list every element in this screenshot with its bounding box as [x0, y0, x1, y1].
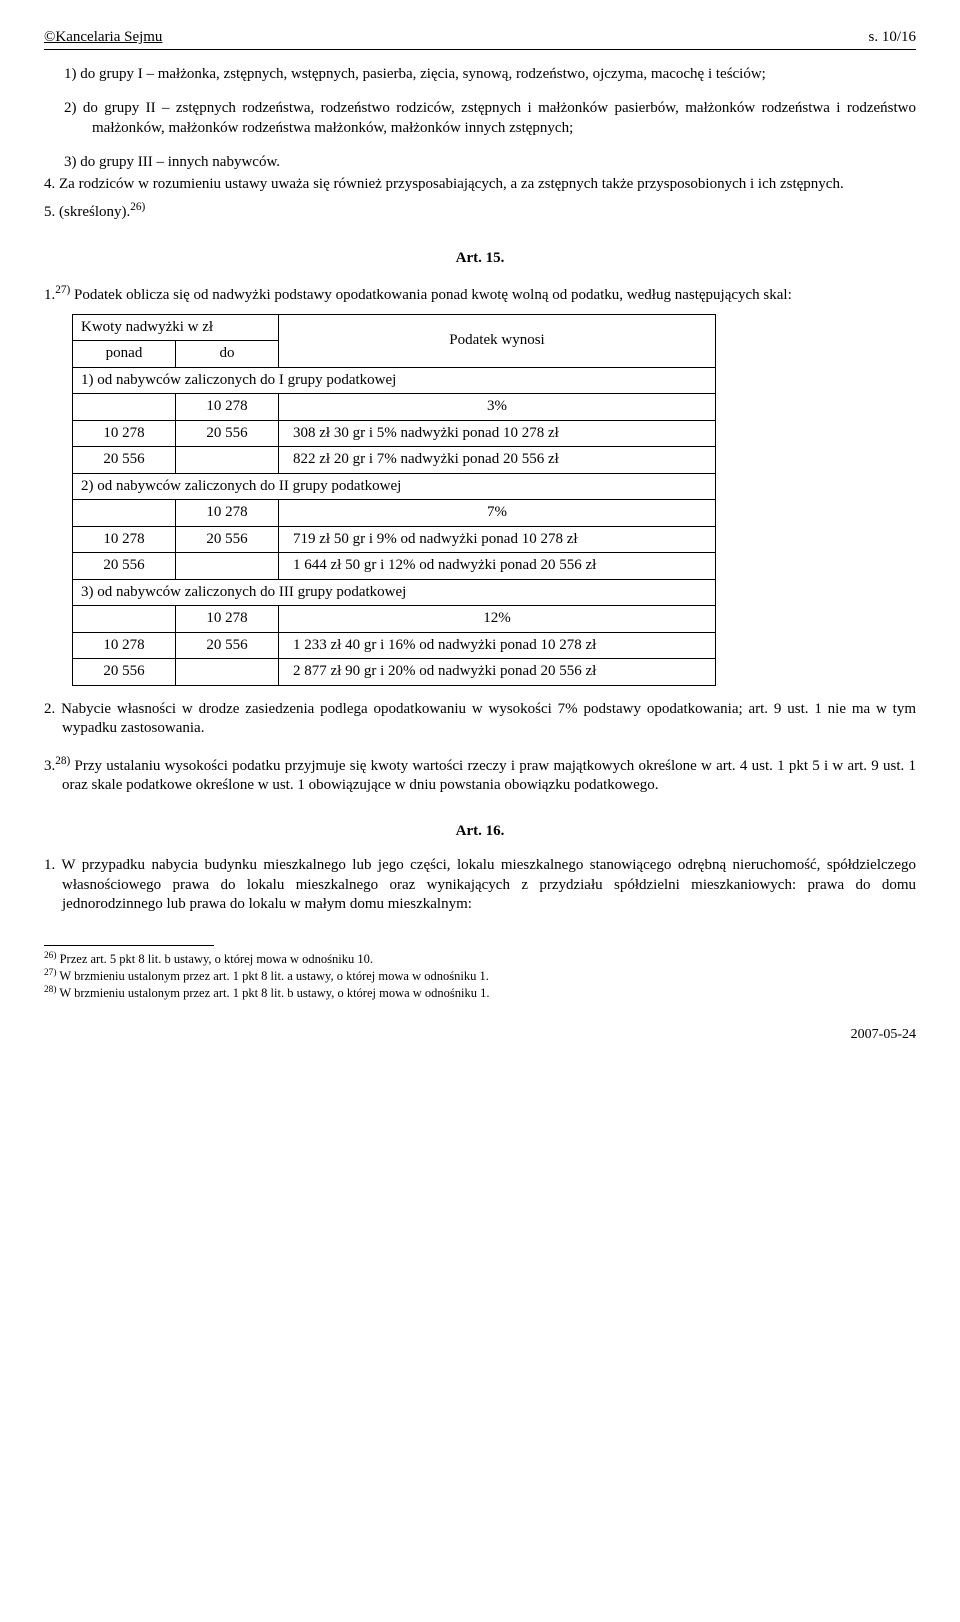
cell [176, 659, 279, 686]
paragraph-n2: 2. Nabycie własności w drodze zasiedzeni… [44, 700, 916, 739]
fn26-text: Przez art. 5 pkt 8 lit. b ustawy, o któr… [56, 952, 373, 966]
footnote-27: 27) W brzmieniu ustalonym przez art. 1 p… [44, 967, 916, 984]
list-item-2: 2) do grupy II – zstępnych rodzeństwa, r… [44, 99, 916, 138]
cell: 10 278 [73, 526, 176, 553]
p3-text: Przy ustalaniu wysokości podatku przyjmu… [62, 758, 916, 794]
table-row: 20 556 822 zł 20 gr i 7% nadwyżki ponad … [73, 447, 716, 474]
cell: 10 278 [176, 394, 279, 421]
table-row: 10 278 12% [73, 606, 716, 633]
table-category-3: 3) od nabywców zaliczonych do III grupy … [73, 579, 716, 606]
header-left: ©Kancelaria Sejmu [44, 28, 162, 48]
th-podatek: Podatek wynosi [279, 314, 716, 367]
footer-date: 2007-05-24 [44, 1026, 916, 1044]
article-15-intro: 1.27) Podatek oblicza się od nadwyżki po… [44, 283, 916, 306]
cell: 2 877 zł 90 gr i 20% od nadwyżki ponad 2… [279, 659, 716, 686]
table-row: 10 278 20 556 1 233 zł 40 gr i 16% od na… [73, 632, 716, 659]
table-row: 10 278 3% [73, 394, 716, 421]
article-16-title: Art. 16. [44, 822, 916, 842]
fn28-text: W brzmieniu ustalonym przez art. 1 pkt 8… [56, 986, 489, 1000]
cell: 10 278 [73, 632, 176, 659]
cell [73, 500, 176, 527]
cell: 719 zł 50 gr i 9% od nadwyżki ponad 10 2… [279, 526, 716, 553]
footnote-ref-27: 27) [55, 284, 70, 296]
list-item-1: 1) do grupy I – małżonka, zstępnych, wst… [44, 65, 916, 85]
table-row: 10 278 20 556 719 zł 50 gr i 9% od nadwy… [73, 526, 716, 553]
th-kwoty: Kwoty nadwyżki w zł [73, 314, 279, 341]
list-item-3: 3) do grupy III – innych nabywców. [44, 153, 916, 173]
fn26-sup: 26) [44, 951, 56, 961]
table-row: 20 556 1 644 zł 50 gr i 12% od nadwyżki … [73, 553, 716, 580]
cat3-label: 3) od nabywców zaliczonych do III grupy … [73, 579, 716, 606]
header-right: s. 10/16 [868, 28, 916, 48]
cat1-label: 1) od nabywców zaliczonych do I grupy po… [73, 367, 716, 394]
th-ponad: ponad [73, 341, 176, 368]
cell: 308 zł 30 gr i 5% nadwyżki ponad 10 278 … [279, 420, 716, 447]
table-category-2: 2) od nabywców zaliczonych do II grupy p… [73, 473, 716, 500]
footnote-28: 28) W brzmieniu ustalonym przez art. 1 p… [44, 984, 916, 1001]
table-header-row: Kwoty nadwyżki w zł Podatek wynosi [73, 314, 716, 341]
cat2-label: 2) od nabywców zaliczonych do II grupy p… [73, 473, 716, 500]
cell: 10 278 [73, 420, 176, 447]
cell: 3% [279, 394, 716, 421]
cell [73, 606, 176, 633]
table-row: 20 556 2 877 zł 90 gr i 20% od nadwyżki … [73, 659, 716, 686]
table-category-1: 1) od nabywców zaliczonych do I grupy po… [73, 367, 716, 394]
paragraph-5-text: 5. (skreślony). [44, 204, 130, 220]
cell: 1 644 zł 50 gr i 12% od nadwyżki ponad 2… [279, 553, 716, 580]
paragraph-5: 5. (skreślony).26) [44, 200, 916, 223]
footnote-ref-28: 28) [55, 755, 70, 767]
th-do: do [176, 341, 279, 368]
paragraph-n3: 3.28) Przy ustalaniu wysokości podatku p… [44, 754, 916, 796]
article-15-title: Art. 15. [44, 249, 916, 269]
cell: 12% [279, 606, 716, 633]
footnote-ref-26: 26) [130, 201, 145, 213]
cell [73, 394, 176, 421]
cell [176, 447, 279, 474]
art15-intro-text: Podatek oblicza się od nadwyżki podstawy… [70, 287, 792, 303]
cell: 7% [279, 500, 716, 527]
fn27-sup: 27) [44, 968, 56, 978]
cell: 10 278 [176, 606, 279, 633]
article-16-p1: 1. W przypadku nabycia budynku mieszkaln… [44, 856, 916, 915]
fn27-text: W brzmieniu ustalonym przez art. 1 pkt 8… [56, 969, 488, 983]
cell: 10 278 [176, 500, 279, 527]
cell: 20 556 [176, 420, 279, 447]
p3-num: 3. [44, 758, 55, 774]
cell: 20 556 [176, 526, 279, 553]
art15-intro-num: 1. [44, 287, 55, 303]
tax-table: Kwoty nadwyżki w zł Podatek wynosi ponad… [72, 314, 716, 686]
table-row: 10 278 20 556 308 zł 30 gr i 5% nadwyżki… [73, 420, 716, 447]
table-row: 10 278 7% [73, 500, 716, 527]
fn28-sup: 28) [44, 985, 56, 995]
cell: 1 233 zł 40 gr i 16% od nadwyżki ponad 1… [279, 632, 716, 659]
cell: 20 556 [73, 553, 176, 580]
cell: 822 zł 20 gr i 7% nadwyżki ponad 20 556 … [279, 447, 716, 474]
cell [176, 553, 279, 580]
footnote-26: 26) Przez art. 5 pkt 8 lit. b ustawy, o … [44, 950, 916, 967]
footnote-divider [44, 945, 214, 946]
cell: 20 556 [73, 447, 176, 474]
cell: 20 556 [176, 632, 279, 659]
cell: 20 556 [73, 659, 176, 686]
page-header: ©Kancelaria Sejmu s. 10/16 [44, 28, 916, 50]
paragraph-4: 4. Za rodziców w rozumieniu ustawy uważa… [44, 175, 916, 195]
